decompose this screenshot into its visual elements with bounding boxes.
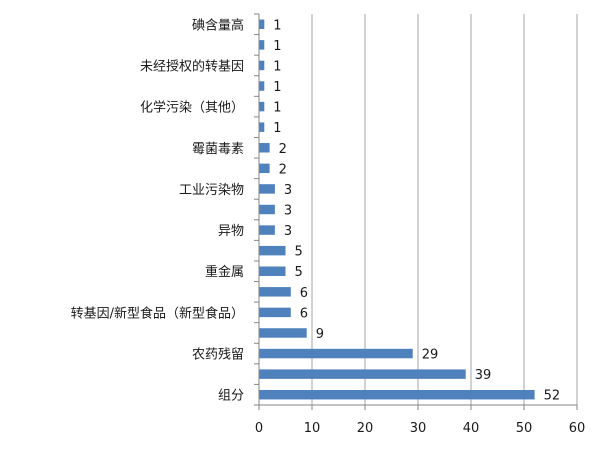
category-label: 组分: [218, 389, 244, 404]
bar: [259, 328, 307, 338]
category-label: 霉菌毒素: [192, 142, 244, 157]
x-tick-label: 20: [357, 421, 374, 436]
data-label: 29: [422, 348, 439, 363]
bar: [259, 101, 265, 112]
bar: [259, 184, 275, 194]
category-label: 农药残留: [192, 348, 244, 363]
bar: [259, 40, 265, 50]
bars: [259, 19, 535, 400]
x-tick-label: 50: [516, 421, 533, 436]
data-label: 1: [273, 80, 281, 95]
data-label: 9: [316, 327, 324, 342]
data-label: 1: [273, 39, 281, 54]
category-label: 工业污染物: [179, 183, 244, 198]
data-label: 3: [284, 224, 292, 239]
labels: 0 10 20 30 40 50 60 1 碘含量高 1 1 未经授权的转基因 1 1 化学污染（其他） 1 2…: [71, 17, 586, 436]
data-label: 2: [279, 142, 287, 157]
bar: [259, 225, 275, 235]
bar: [259, 143, 270, 153]
category-label: 化学污染（其他）: [140, 100, 244, 116]
data-label: 3: [284, 204, 292, 219]
data-label: 2: [279, 162, 287, 177]
data-label: 5: [295, 265, 303, 280]
x-tick-label: 60: [569, 421, 586, 436]
data-label: 1: [273, 121, 281, 136]
data-label: 1: [273, 101, 281, 116]
bar: [259, 19, 265, 30]
x-tick-label: 10: [304, 421, 321, 436]
data-label: 6: [300, 286, 308, 301]
x-tick-label: 40: [463, 421, 480, 436]
x-tick-label: 0: [255, 421, 263, 436]
data-label: 1: [273, 59, 281, 74]
bar: [259, 60, 265, 71]
category-label: 未经授权的转基因: [140, 58, 244, 74]
data-label: 1: [273, 18, 281, 33]
category-label: 重金属: [205, 264, 244, 280]
bar: [259, 307, 291, 318]
bar: [259, 348, 413, 359]
data-label: 3: [284, 183, 292, 198]
bar: [259, 204, 275, 215]
category-label: 异物: [218, 224, 244, 239]
bar: [259, 245, 286, 256]
bar: [259, 266, 286, 276]
gridlines: [311, 14, 578, 405]
bar: [259, 389, 535, 400]
bar: [259, 81, 265, 91]
data-label: 5: [295, 245, 303, 260]
data-label: 52: [544, 389, 561, 404]
x-tick-label: 30: [410, 421, 427, 436]
category-label: 碘含量高: [192, 17, 244, 33]
axes: [254, 13, 578, 410]
bar: [259, 369, 466, 379]
category-label: 转基因/新型食品（新型食品）: [71, 305, 244, 321]
bar: [259, 122, 265, 132]
bar: [259, 163, 270, 174]
bar: [259, 287, 291, 297]
data-label: 39: [475, 368, 492, 383]
data-label: 6: [300, 306, 308, 321]
